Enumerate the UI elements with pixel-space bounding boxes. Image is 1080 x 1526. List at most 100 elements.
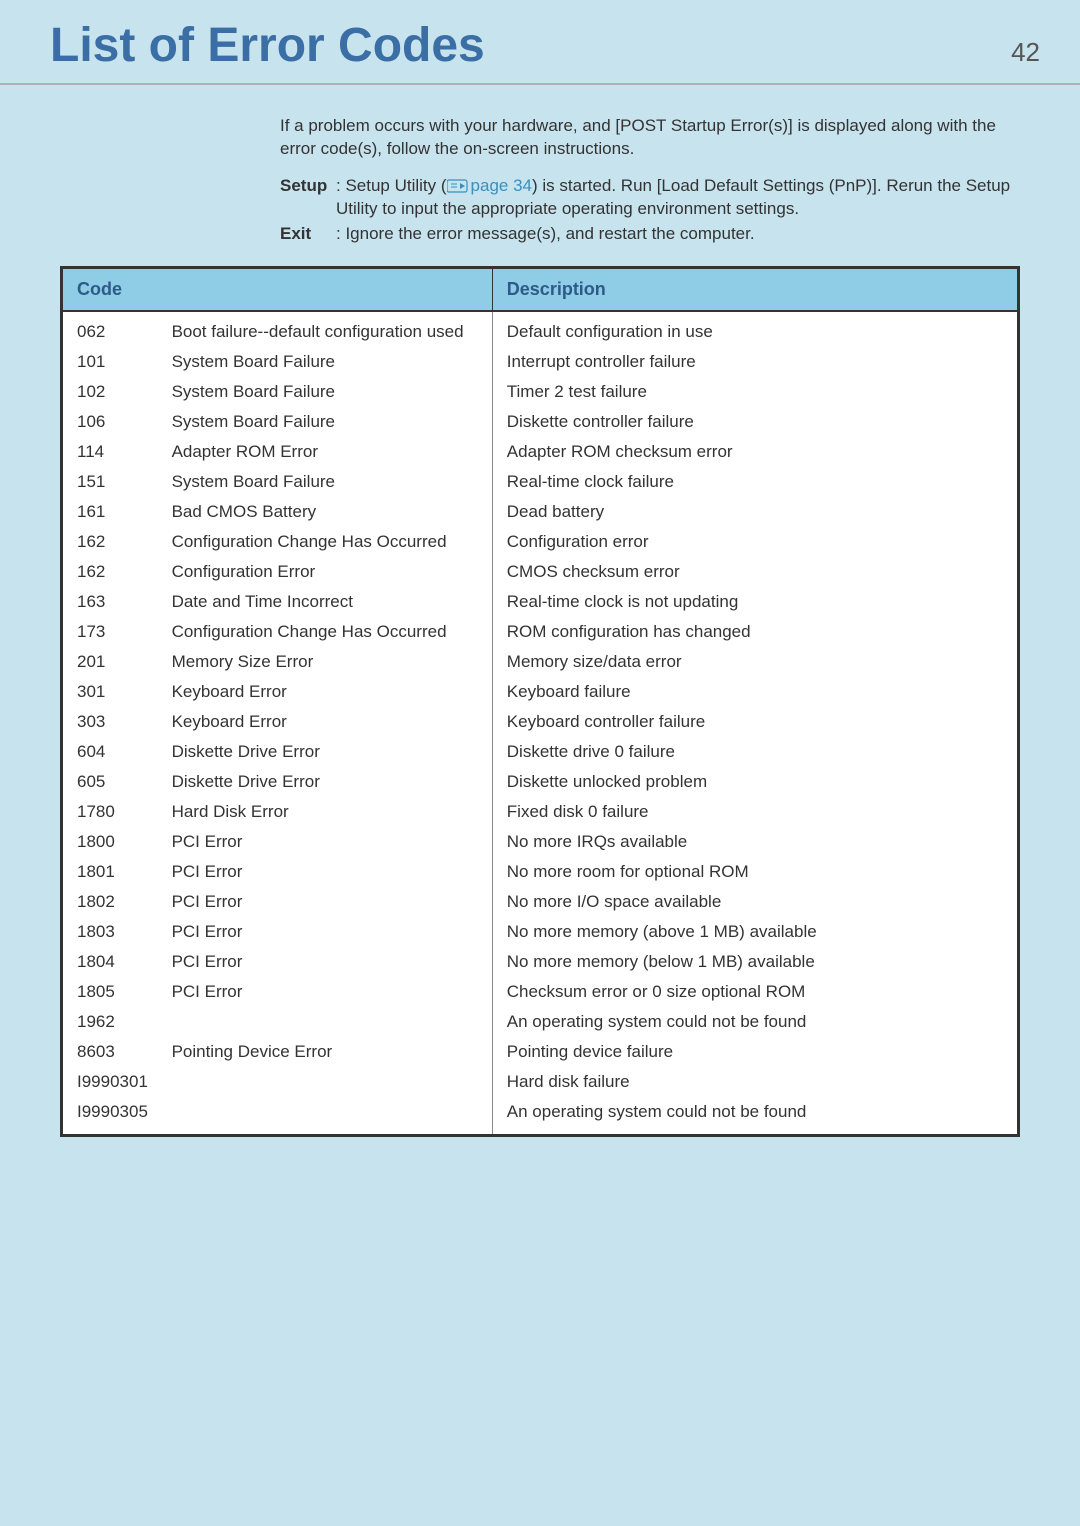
description-cell: No more room for optional ROM	[492, 857, 1017, 887]
table-row: I9990305An operating system could not be…	[63, 1097, 1017, 1134]
code-cell: 101	[63, 347, 168, 377]
table-row: 1800PCI ErrorNo more IRQs available	[63, 827, 1017, 857]
code-cell: 163	[63, 587, 168, 617]
message-cell: PCI Error	[168, 947, 493, 977]
description-cell: Adapter ROM checksum error	[492, 437, 1017, 467]
description-cell: Timer 2 test failure	[492, 377, 1017, 407]
description-cell: Configuration error	[492, 527, 1017, 557]
description-cell: Interrupt controller failure	[492, 347, 1017, 377]
message-cell: PCI Error	[168, 827, 493, 857]
message-cell: System Board Failure	[168, 467, 493, 497]
table-row: I9990301 Hard disk failure	[63, 1067, 1017, 1097]
col-header-code: Code	[63, 269, 492, 311]
table-row: 162Configuration ErrorCMOS checksum erro…	[63, 557, 1017, 587]
table-row: 201Memory Size ErrorMemory size/data err…	[63, 647, 1017, 677]
table-row: 163Date and Time IncorrectReal-time cloc…	[63, 587, 1017, 617]
table-row: 1804PCI ErrorNo more memory (below 1 MB)…	[63, 947, 1017, 977]
setup-definition: Setup : Setup Utility (page 34) is start…	[280, 175, 1020, 221]
table-body: 062Boot failure--default configuration u…	[63, 311, 1017, 1134]
table-row: 1802PCI ErrorNo more I/O space available	[63, 887, 1017, 917]
code-cell: 062	[63, 311, 168, 347]
description-cell: No more memory (above 1 MB) available	[492, 917, 1017, 947]
message-cell: Configuration Change Has Occurred	[168, 617, 493, 647]
exit-label: Exit	[280, 223, 336, 246]
description-cell: Checksum error or 0 size optional ROM	[492, 977, 1017, 1007]
message-cell: Diskette Drive Error	[168, 767, 493, 797]
table-row: 106System Board FailureDiskette controll…	[63, 407, 1017, 437]
description-cell: Keyboard failure	[492, 677, 1017, 707]
table-row: 101System Board FailureInterrupt control…	[63, 347, 1017, 377]
exit-definition: Exit : Ignore the error message(s), and …	[280, 223, 1020, 246]
error-codes-table: Code Description 062Boot failure--defaul…	[63, 269, 1017, 1134]
table-row: 102System Board FailureTimer 2 test fail…	[63, 377, 1017, 407]
code-cell: 605	[63, 767, 168, 797]
table-header-row: Code Description	[63, 269, 1017, 311]
description-cell: Real-time clock failure	[492, 467, 1017, 497]
description-cell: Memory size/data error	[492, 647, 1017, 677]
message-cell: Bad CMOS Battery	[168, 497, 493, 527]
code-cell: 303	[63, 707, 168, 737]
message-cell: PCI Error	[168, 977, 493, 1007]
description-cell: Diskette drive 0 failure	[492, 737, 1017, 767]
message-cell: Keyboard Error	[168, 677, 493, 707]
table-row: 1801PCI ErrorNo more room for optional R…	[63, 857, 1017, 887]
table-row: 173Configuration Change Has OccurredROM …	[63, 617, 1017, 647]
message-cell: System Board Failure	[168, 407, 493, 437]
code-cell: 1803	[63, 917, 168, 947]
code-cell: I9990301	[63, 1067, 168, 1097]
page-number: 42	[1011, 37, 1040, 68]
code-cell: 301	[63, 677, 168, 707]
code-cell: 102	[63, 377, 168, 407]
table-row: 1780Hard Disk ErrorFixed disk 0 failure	[63, 797, 1017, 827]
code-cell: 201	[63, 647, 168, 677]
message-cell: Configuration Change Has Occurred	[168, 527, 493, 557]
table-row: 605Diskette Drive ErrorDiskette unlocked…	[63, 767, 1017, 797]
table-row: 162Configuration Change Has OccurredConf…	[63, 527, 1017, 557]
table-row: 8603Pointing Device ErrorPointing device…	[63, 1037, 1017, 1067]
setup-label: Setup	[280, 175, 336, 221]
description-cell: Hard disk failure	[492, 1067, 1017, 1097]
definition-list: Setup : Setup Utility (page 34) is start…	[280, 175, 1020, 246]
code-cell: 114	[63, 437, 168, 467]
table-row: 301Keyboard ErrorKeyboard failure	[63, 677, 1017, 707]
code-cell: 1801	[63, 857, 168, 887]
description-cell: An operating system could not be found	[492, 1007, 1017, 1037]
message-cell: PCI Error	[168, 857, 493, 887]
page-ref-link[interactable]: page 34	[471, 176, 532, 195]
code-cell: 1802	[63, 887, 168, 917]
intro-paragraph: If a problem occurs with your hardware, …	[280, 115, 1020, 161]
table-row: 151System Board FailureReal-time clock f…	[63, 467, 1017, 497]
table-row: 114Adapter ROM ErrorAdapter ROM checksum…	[63, 437, 1017, 467]
code-cell: 161	[63, 497, 168, 527]
code-cell: I9990305	[63, 1097, 168, 1134]
table-row: 161Bad CMOS BatteryDead battery	[63, 497, 1017, 527]
message-cell: Keyboard Error	[168, 707, 493, 737]
header-rule	[0, 83, 1080, 85]
code-cell: 1800	[63, 827, 168, 857]
message-cell: Hard Disk Error	[168, 797, 493, 827]
table-row: 1803PCI ErrorNo more memory (above 1 MB)…	[63, 917, 1017, 947]
message-cell: Boot failure--default configuration used	[168, 311, 493, 347]
description-cell: Real-time clock is not updating	[492, 587, 1017, 617]
code-cell: 1804	[63, 947, 168, 977]
description-cell: Diskette unlocked problem	[492, 767, 1017, 797]
message-cell: Memory Size Error	[168, 647, 493, 677]
code-cell: 1780	[63, 797, 168, 827]
message-cell: Pointing Device Error	[168, 1037, 493, 1067]
message-cell: Configuration Error	[168, 557, 493, 587]
message-cell: Date and Time Incorrect	[168, 587, 493, 617]
code-cell: 604	[63, 737, 168, 767]
setup-text-pre: : Setup Utility (	[336, 176, 447, 195]
message-cell: Adapter ROM Error	[168, 437, 493, 467]
page-ref-icon	[447, 177, 469, 191]
description-cell: No more memory (below 1 MB) available	[492, 947, 1017, 977]
message-cell	[168, 1097, 493, 1134]
table-row: 604Diskette Drive ErrorDiskette drive 0 …	[63, 737, 1017, 767]
code-cell: 173	[63, 617, 168, 647]
code-cell: 8603	[63, 1037, 168, 1067]
description-cell: No more I/O space available	[492, 887, 1017, 917]
description-cell: Default configuration in use	[492, 311, 1017, 347]
description-cell: Dead battery	[492, 497, 1017, 527]
code-cell: 1805	[63, 977, 168, 1007]
error-codes-table-wrap: Code Description 062Boot failure--defaul…	[60, 266, 1020, 1137]
